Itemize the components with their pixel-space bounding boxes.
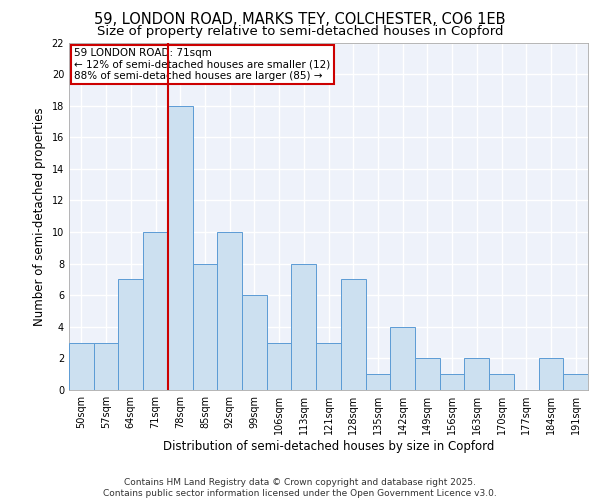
Bar (69, 342, 94, 390)
Bar (539, 358, 563, 390)
Bar (390, 327, 415, 390)
Bar (118, 280, 143, 390)
Bar (316, 342, 341, 390)
Bar (94, 342, 118, 390)
X-axis label: Distribution of semi-detached houses by size in Copford: Distribution of semi-detached houses by … (163, 440, 494, 453)
Bar (341, 280, 365, 390)
Bar (267, 342, 292, 390)
Text: 59 LONDON ROAD: 71sqm
← 12% of semi-detached houses are smaller (12)
88% of semi: 59 LONDON ROAD: 71sqm ← 12% of semi-deta… (74, 48, 331, 81)
Text: Contains HM Land Registry data © Crown copyright and database right 2025.
Contai: Contains HM Land Registry data © Crown c… (103, 478, 497, 498)
Bar (143, 232, 168, 390)
Text: Size of property relative to semi-detached houses in Copford: Size of property relative to semi-detach… (97, 25, 503, 38)
Bar (193, 264, 217, 390)
Text: 59, LONDON ROAD, MARKS TEY, COLCHESTER, CO6 1EB: 59, LONDON ROAD, MARKS TEY, COLCHESTER, … (94, 12, 506, 28)
Bar (217, 232, 242, 390)
Bar (563, 374, 588, 390)
Bar (168, 106, 193, 390)
Bar (489, 374, 514, 390)
Bar (415, 358, 440, 390)
Y-axis label: Number of semi-detached properties: Number of semi-detached properties (33, 107, 46, 326)
Bar (440, 374, 464, 390)
Bar (464, 358, 489, 390)
Bar (292, 264, 316, 390)
Bar (365, 374, 390, 390)
Bar (242, 295, 267, 390)
